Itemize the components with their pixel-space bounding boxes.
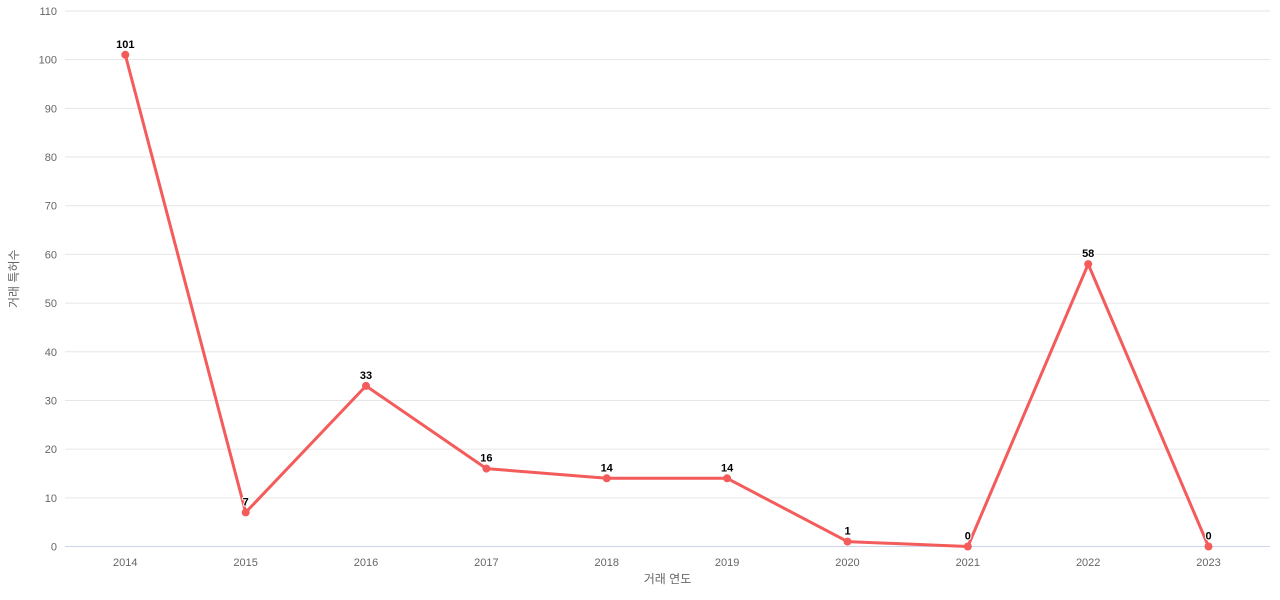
data-point[interactable]: [723, 474, 732, 483]
y-tick-label: 90: [45, 103, 57, 115]
x-tick-label: 2014: [113, 557, 137, 569]
x-tick-label: 2015: [233, 557, 257, 569]
y-tick-label: 80: [45, 152, 57, 164]
x-tick-label: 2017: [474, 557, 498, 569]
data-label: 101: [116, 39, 134, 51]
data-point[interactable]: [241, 508, 250, 517]
x-tick-label: 2023: [1196, 557, 1220, 569]
data-label: 0: [1205, 531, 1211, 543]
data-point[interactable]: [121, 50, 130, 59]
y-tick-label: 110: [39, 6, 57, 18]
series-line: [123, 53, 1210, 548]
data-point[interactable]: [963, 542, 972, 551]
data-label: 14: [601, 462, 614, 474]
y-tick-label: 10: [45, 493, 57, 505]
data-label: 33: [360, 370, 372, 382]
data-label: 58: [1082, 248, 1094, 260]
data-point[interactable]: [843, 537, 852, 546]
y-tick-label: 30: [45, 395, 57, 407]
y-tick-label: 100: [39, 55, 57, 67]
y-tick-label: 50: [45, 298, 57, 310]
data-point[interactable]: [362, 381, 370, 390]
data-point[interactable]: [1084, 260, 1093, 269]
x-tick-label: 2019: [715, 557, 739, 569]
y-tick-label: 0: [51, 542, 57, 554]
y-tick-label: 40: [45, 347, 57, 359]
data-label: 1: [844, 526, 850, 538]
x-tick-label: 2016: [354, 557, 378, 569]
data-label: 0: [965, 531, 971, 543]
data-label: 14: [721, 462, 734, 474]
y-tick-label: 60: [45, 249, 57, 261]
data-label: 16: [480, 453, 492, 465]
data-label: 7: [243, 496, 249, 508]
data-point[interactable]: [602, 474, 611, 483]
x-tick-label: 2020: [835, 557, 859, 569]
x-tick-label: 2018: [594, 557, 618, 569]
data-point[interactable]: [1204, 542, 1213, 551]
x-tick-label: 2021: [956, 557, 980, 569]
data-point[interactable]: [482, 464, 491, 473]
y-tick-label: 20: [45, 444, 57, 456]
x-axis-title: 거래 연도: [644, 572, 692, 586]
y-tick-label: 70: [45, 201, 57, 213]
y-axis-title: 거래 특허수: [7, 249, 21, 308]
x-tick-label: 2022: [1076, 557, 1100, 569]
